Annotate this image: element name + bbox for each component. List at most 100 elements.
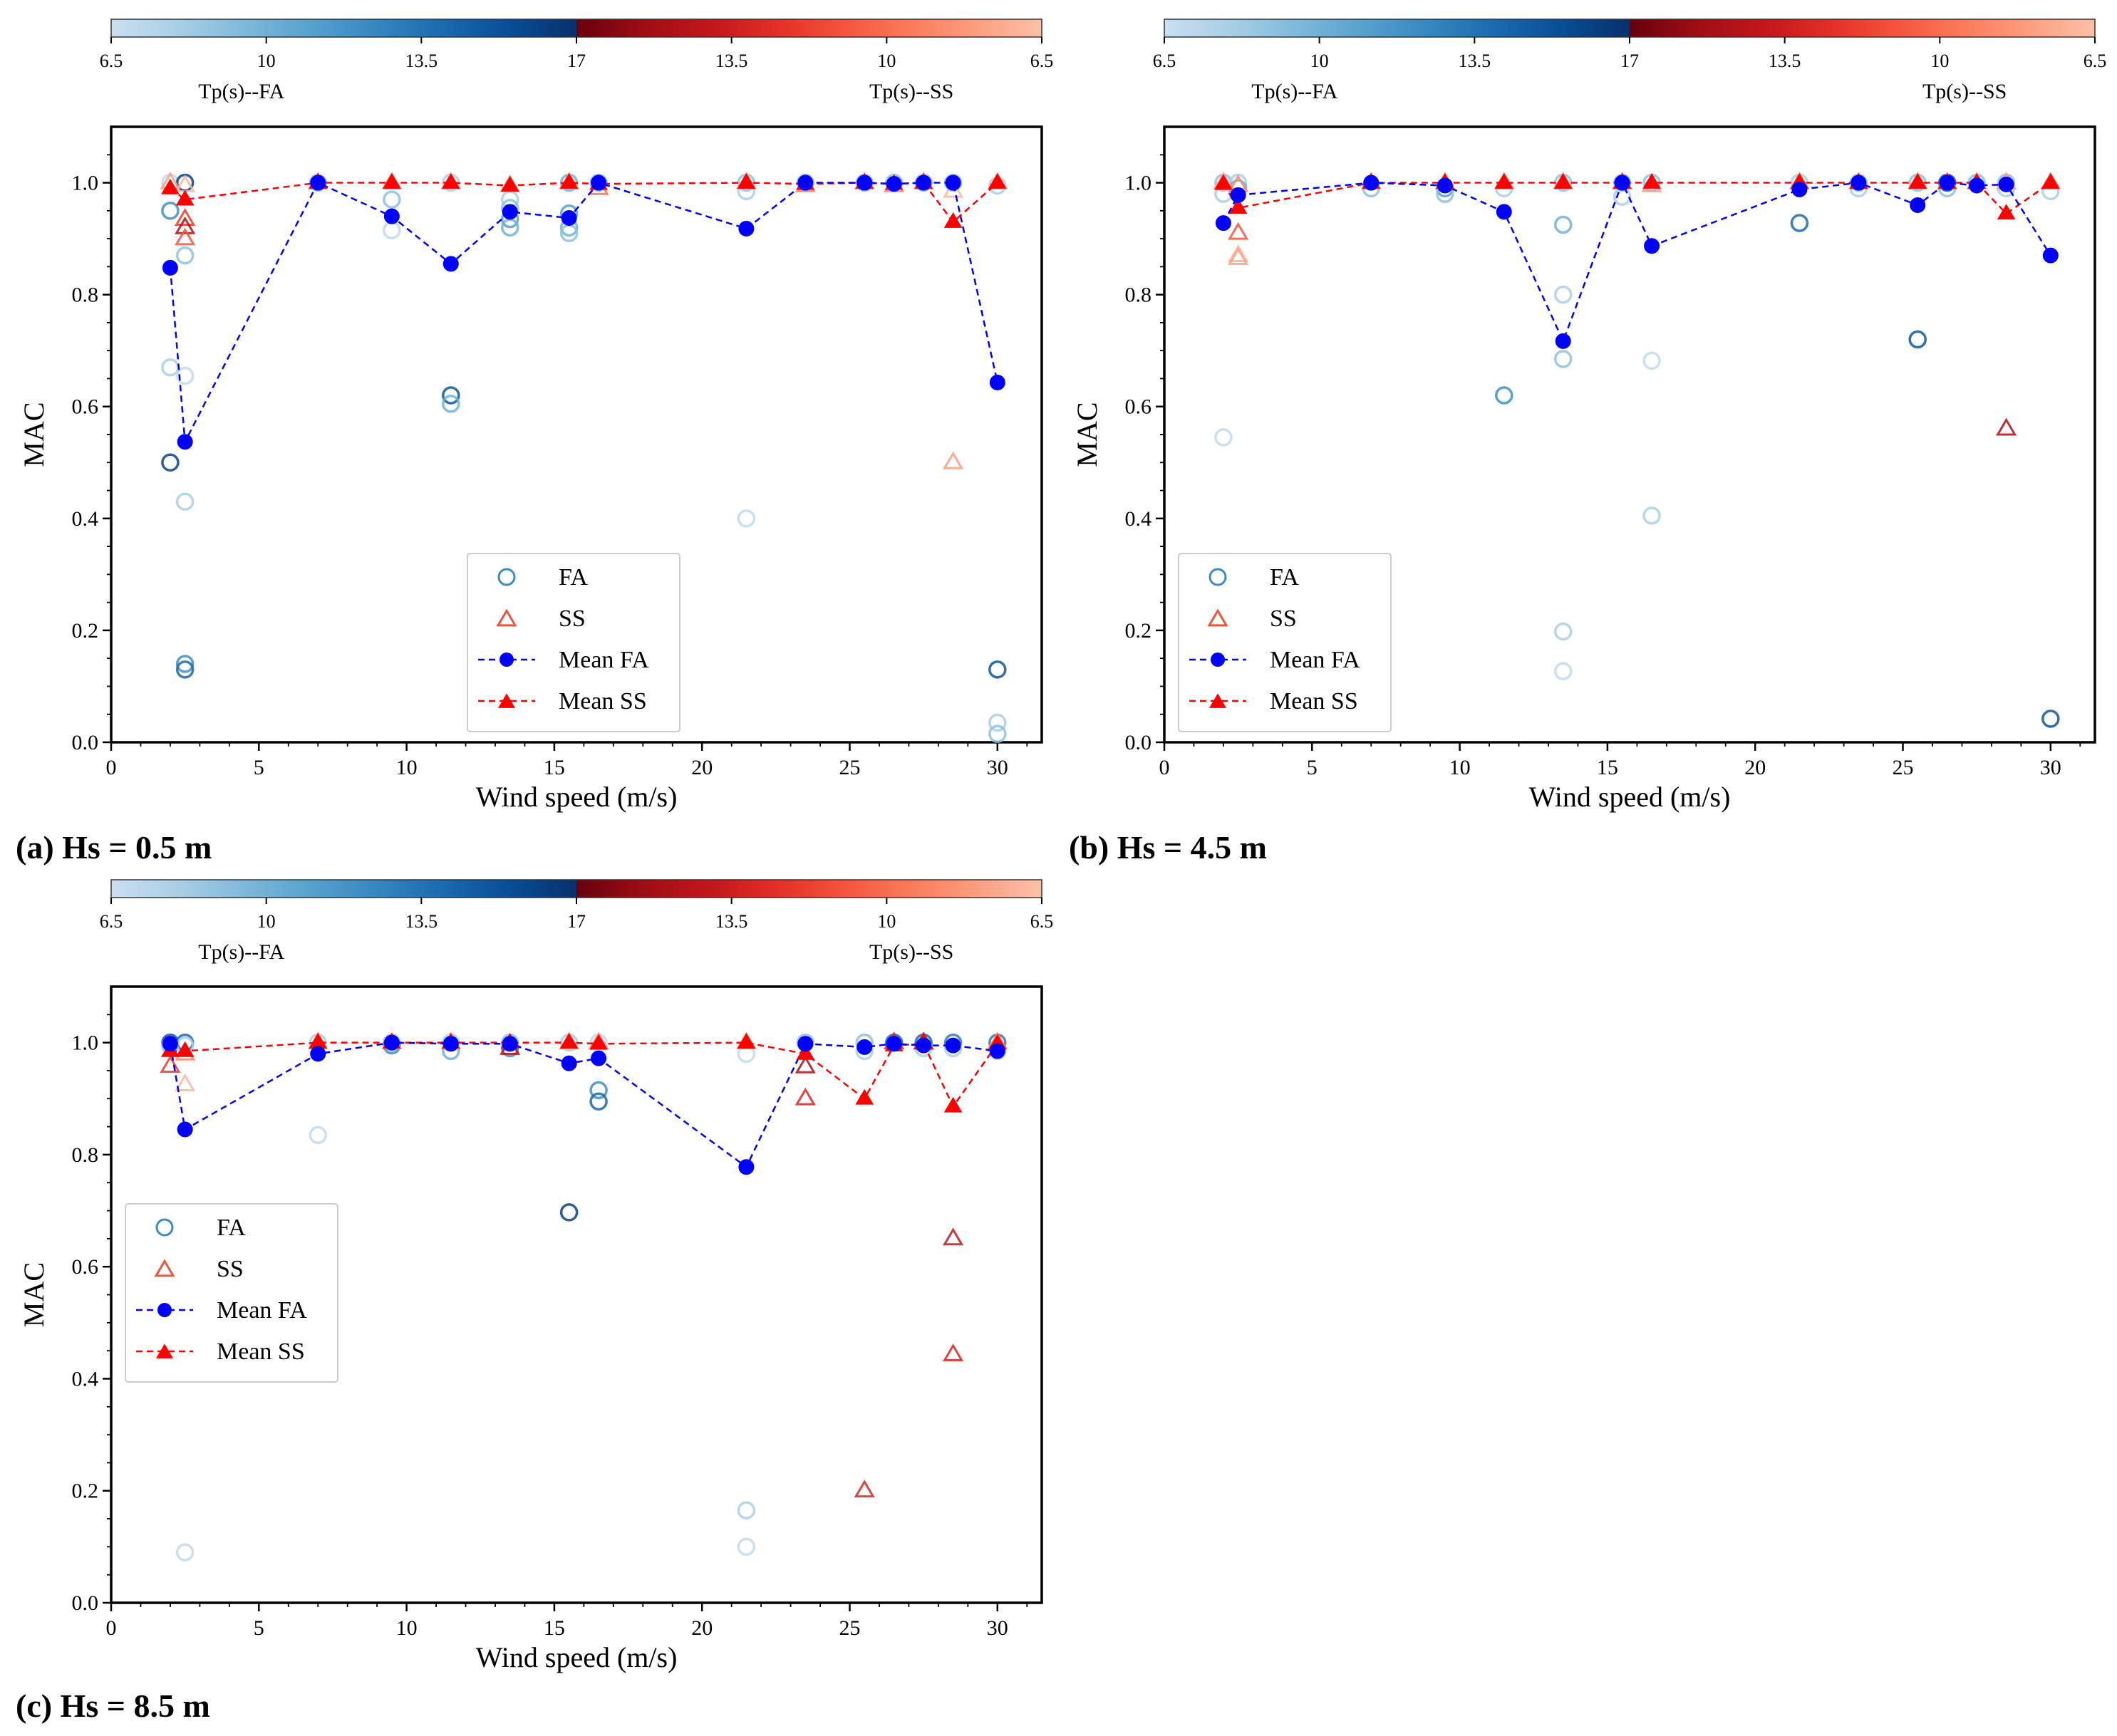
mean-ss-marker <box>1214 174 1233 190</box>
colorbar-tick-label: 17 <box>567 51 586 71</box>
fa-point <box>988 713 1007 732</box>
fa-point <box>737 509 756 528</box>
panel-3: 6.5 10 13.5 17 13.5 10 6.5 Tp(s)--FA Tp(s)--SS 0 5… <box>16 879 1053 1724</box>
colorbar-tick-label: 10 <box>877 51 896 71</box>
mean-fa-marker <box>1215 215 1231 232</box>
y-tick-label: 0.0 <box>1125 731 1152 754</box>
ss-point <box>175 216 196 234</box>
legend: FA SS Mean FA Mean SS <box>1178 553 1392 732</box>
panel-label: (b) Hs = 4.5 m <box>1069 829 1267 866</box>
x-tick-label: 25 <box>1893 756 1914 779</box>
legend-symbol-mean-fa <box>500 653 514 667</box>
fa-point <box>589 1081 608 1100</box>
mean-ss-marker <box>943 212 963 228</box>
y-tick-label: 0.8 <box>72 284 99 307</box>
x-tick-label: 5 <box>254 1616 264 1640</box>
mean-ss-marker <box>1642 172 1661 189</box>
fa-point <box>161 453 180 472</box>
x-tick-label: 15 <box>1597 756 1618 779</box>
legend-symbol-mean-ss <box>497 693 516 708</box>
mean-fa-marker <box>162 259 178 276</box>
y-tick-label: 0.8 <box>72 1143 99 1167</box>
mean-fa-marker <box>310 1046 326 1062</box>
mean-fa-marker <box>561 1055 577 1071</box>
fa-point <box>175 246 195 265</box>
colorbar-label-fa: Tp(s)--FA <box>1251 80 1337 103</box>
mean-fa-marker <box>502 1036 518 1052</box>
fa-point <box>1553 662 1573 680</box>
fa-point <box>442 395 460 413</box>
fa-point <box>1553 285 1573 304</box>
legend-box <box>467 553 680 732</box>
x-tick-label: 30 <box>2040 756 2061 779</box>
colorbar-tick-label: 6.5 <box>100 51 123 71</box>
mean-fa-marker <box>1555 333 1571 349</box>
fa-point <box>1214 428 1233 447</box>
x-tick-label: 30 <box>987 1616 1008 1640</box>
ss-scatter-series <box>160 171 1008 469</box>
legend-symbol-fa <box>155 1218 174 1237</box>
ss-point <box>175 207 196 226</box>
x-tick-label: 10 <box>396 1616 418 1640</box>
ss-point <box>175 227 196 246</box>
mean-fa-marker <box>945 1037 961 1054</box>
mean-fa-marker <box>591 1050 607 1066</box>
mean-fa-marker <box>1496 204 1512 220</box>
x-tick-label: 20 <box>691 1616 713 1640</box>
mean-fa-marker <box>856 1039 873 1055</box>
mean-fa-marker <box>1791 181 1808 197</box>
legend-symbol-mean-ss <box>1208 693 1227 708</box>
mean-fa-marker <box>1644 238 1660 254</box>
mean-ss-marker <box>382 172 401 189</box>
mean-fa-line <box>169 1041 998 1169</box>
fa-point <box>175 492 195 511</box>
legend-label: SS <box>1270 605 1297 632</box>
x-tick-label: 10 <box>396 756 418 779</box>
mean-fa-marker <box>1437 177 1453 194</box>
mean-ss-marker <box>589 1034 608 1050</box>
panel-1: 6.5 10 13.5 17 13.5 10 6.5 Tp(s)--FA Tp(s)--SS 0 5… <box>16 19 1053 866</box>
fa-point <box>175 366 195 385</box>
mean-fa-marker <box>162 1036 178 1052</box>
colorbar-tick-label: 13.5 <box>405 911 438 932</box>
mean-fa-marker <box>916 1037 932 1054</box>
fa-point <box>161 358 180 377</box>
legend-label: SS <box>217 1256 244 1282</box>
colorbar-tick-label: 17 <box>567 911 586 932</box>
ss-point <box>942 451 964 469</box>
ss-point <box>1995 417 2017 436</box>
y-tick-label: 0.2 <box>72 619 99 643</box>
colorbar-label-ss: Tp(s)--SS <box>1922 80 2007 103</box>
mean-ss-marker <box>1908 172 1927 189</box>
mean-fa-marker <box>989 1043 1005 1059</box>
legend-label: Mean SS <box>217 1339 305 1365</box>
fa-point <box>161 202 180 220</box>
mean-fa-marker <box>1998 176 2014 192</box>
colorbar-tick-label: 10 <box>1930 51 1949 71</box>
x-tick-label: 25 <box>839 756 861 779</box>
y-tick-label: 0.4 <box>72 507 99 531</box>
legend: FA SS Mean FA Mean SS <box>125 1203 338 1383</box>
x-tick-label: 15 <box>544 1616 565 1640</box>
colorbar-tick-label: 13.5 <box>715 911 748 932</box>
ss-point <box>794 1055 816 1074</box>
y-tick-label: 1.0 <box>72 1031 99 1055</box>
ss-point <box>175 1073 196 1091</box>
ss-point <box>794 1087 816 1106</box>
fa-point <box>1908 330 1927 349</box>
mean-ss-marker <box>559 1033 579 1049</box>
mean-fa-line <box>1222 180 2051 344</box>
colorbar-label-ss: Tp(s)--SS <box>869 940 953 964</box>
colorbar-ss-gradient <box>1630 19 2095 37</box>
mean-fa-marker <box>1230 187 1246 203</box>
legend: FA SS Mean FA Mean SS <box>467 553 680 732</box>
fa-point <box>1642 351 1661 370</box>
x-tick-label: 0 <box>106 756 117 779</box>
mean-fa-marker <box>383 208 400 224</box>
ss-scatter-series <box>1213 171 2061 436</box>
y-tick-label: 0.0 <box>72 731 99 754</box>
legend-symbol-mean-fa <box>1211 653 1225 667</box>
fa-point <box>559 1203 579 1222</box>
fa-point <box>1790 214 1809 232</box>
fa-point <box>988 660 1007 679</box>
